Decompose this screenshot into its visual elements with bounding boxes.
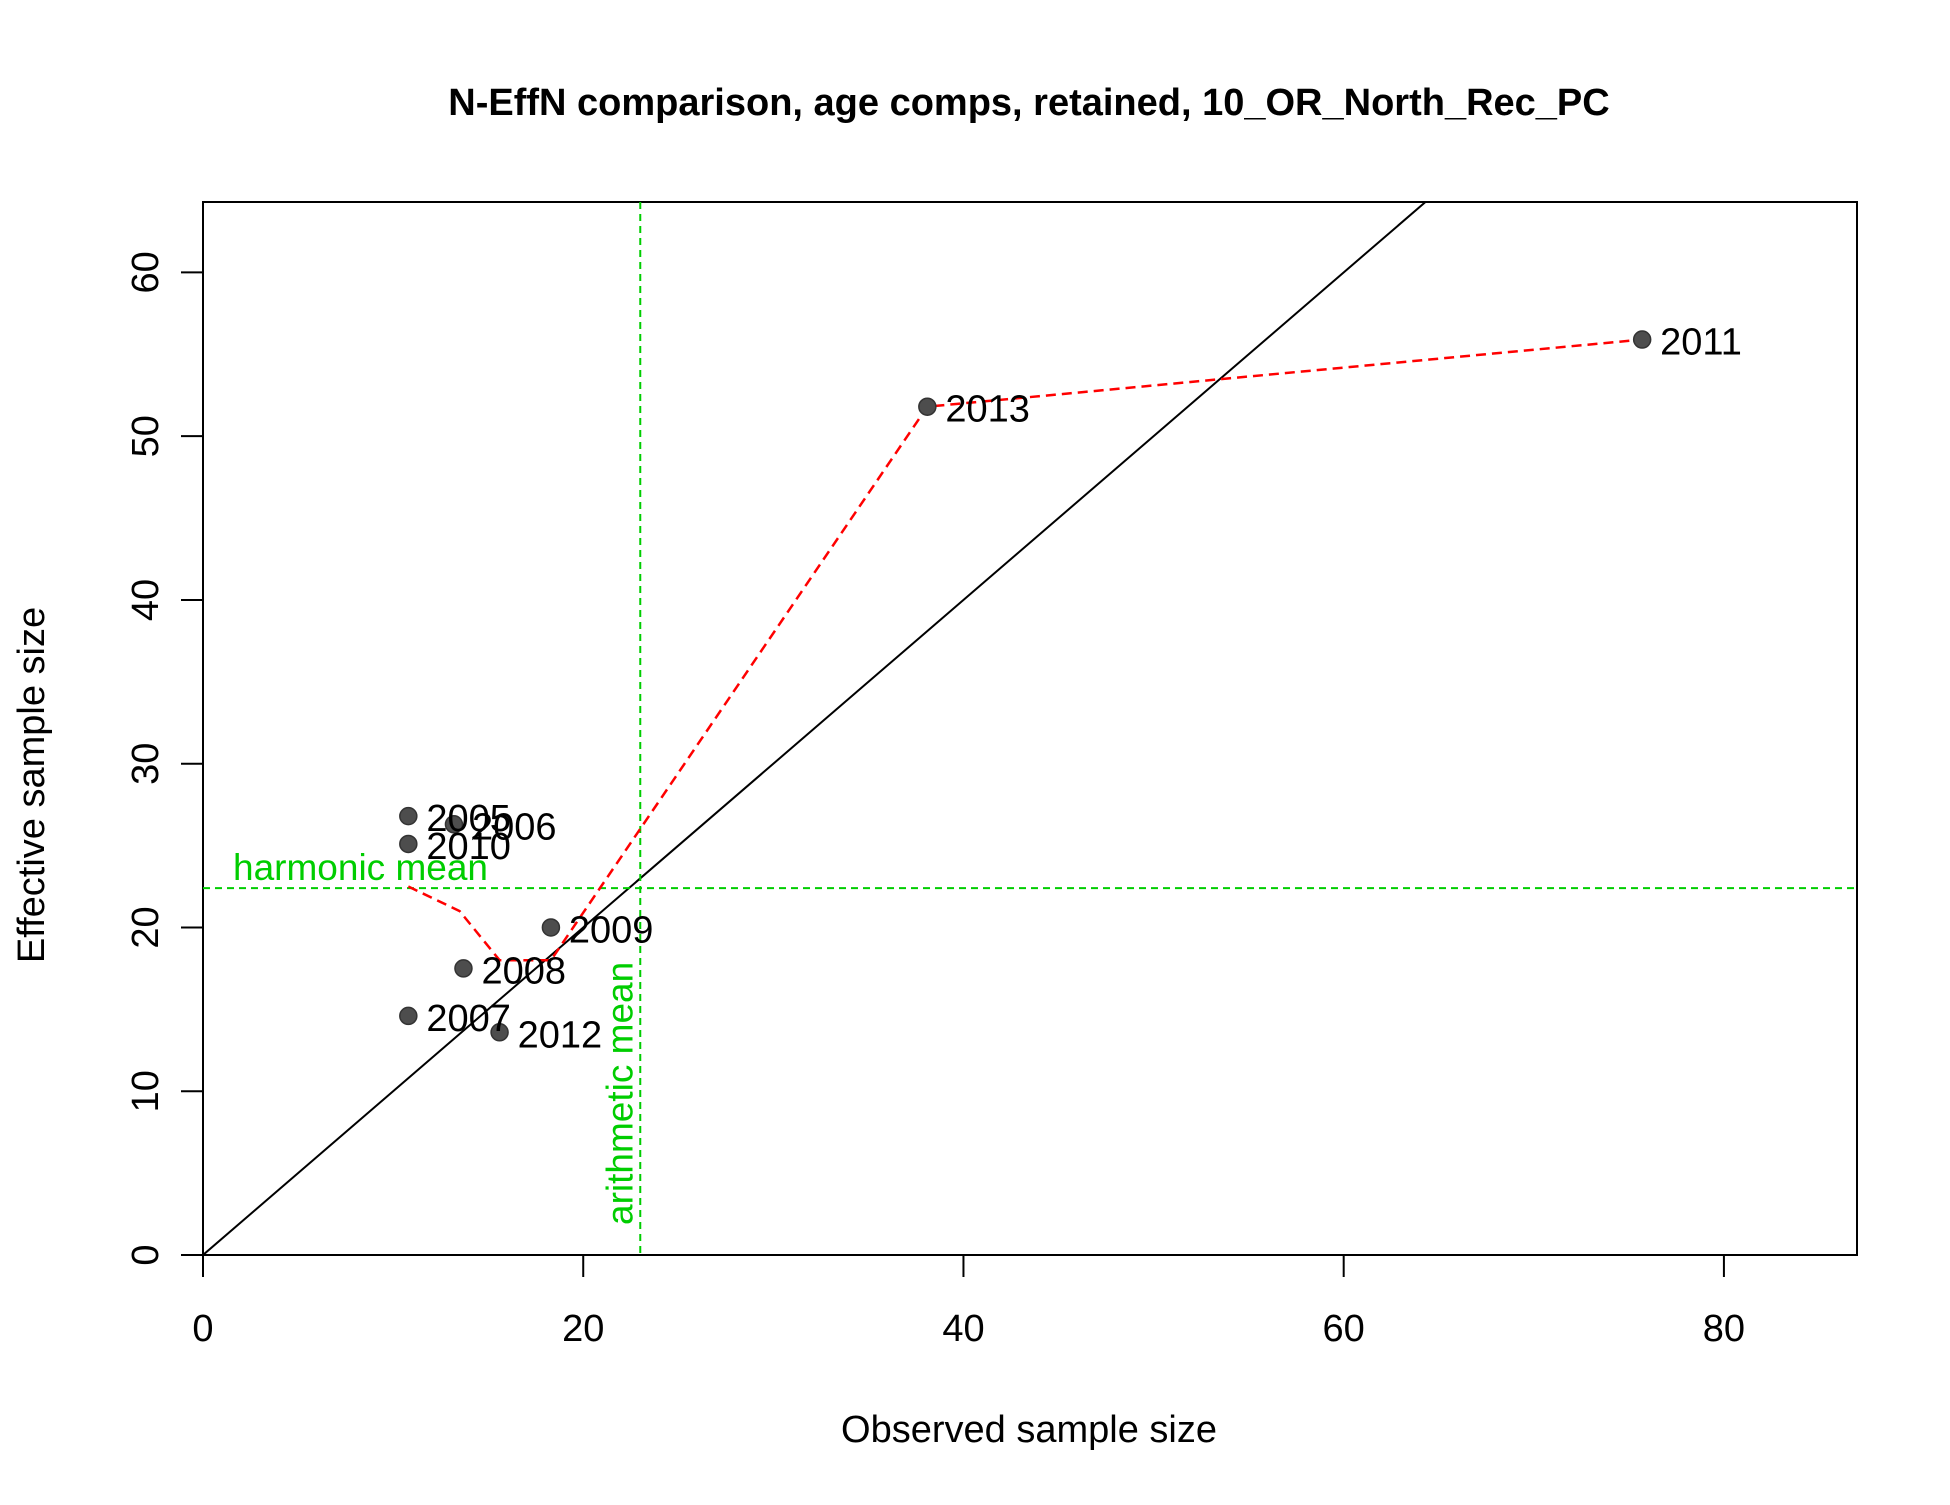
point-label: 2008 [481,950,566,992]
plot-frame [202,201,1858,1256]
data-point [399,1006,418,1026]
data-point [918,397,937,416]
y-axis-label: Effective sample size [11,607,53,963]
y-tick-label: 50 [125,415,167,457]
data-point [399,834,418,854]
y-tick-label: 60 [125,251,167,293]
identity-line [203,202,1427,1255]
point-label: 2007 [426,998,511,1040]
x-axis-label: Observed sample size [841,1409,1217,1451]
y-tick-label: 30 [125,743,167,785]
data-point [490,1023,509,1042]
data-point [444,815,464,834]
point-label: 2011 [1660,322,1742,364]
chart-title: N-EffN comparison, age comps, retained, … [448,82,1609,124]
point-label: 2006 [472,806,557,848]
point-label: 2012 [518,1014,603,1056]
data-point [399,806,418,826]
arithmetic-mean-label: arithmetic mean [599,962,640,1225]
smoother-line [407,338,1643,962]
plot-area: 0 20 40 60 80 0 10 20 30 40 50 60 harmonic mean arith… [125,201,1858,1350]
harmonic-mean-label: harmonic mean [233,847,488,888]
x-tick-label: 40 [942,1308,984,1350]
point-label: 2010 [426,826,511,868]
point-label: 2009 [569,909,654,951]
point-label: 2005 [426,798,511,840]
y-tick-label: 20 [125,906,167,948]
y-tick-label: 10 [125,1070,167,1112]
data-point [1632,330,1652,349]
x-tick-label: 20 [562,1308,604,1350]
point-label: 2013 [945,389,1030,431]
x-tick-label: 80 [1703,1308,1745,1350]
y-tick-label: 0 [125,1244,167,1265]
data-point [541,918,561,937]
x-tick-label: 0 [192,1308,213,1350]
y-tick-label: 40 [125,579,167,621]
data-point [454,959,473,978]
x-tick-label: 60 [1323,1308,1365,1350]
